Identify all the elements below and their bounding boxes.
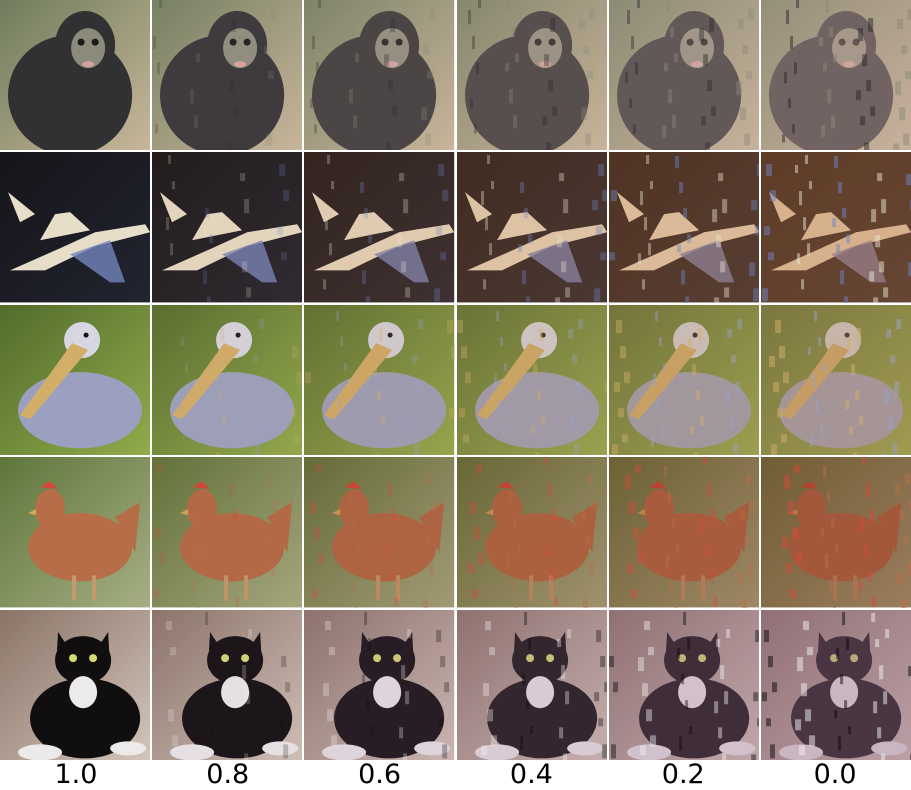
pelican-image bbox=[456, 304, 607, 456]
thumbnail-monkey-3 bbox=[304, 0, 455, 151]
thumbnail-cat-4 bbox=[456, 609, 607, 760]
chicken-image bbox=[760, 457, 911, 608]
airplane-image bbox=[0, 152, 151, 303]
thumbnail-airplane-5 bbox=[608, 152, 759, 303]
thumbnail-cat-5 bbox=[608, 609, 759, 760]
monkey-image bbox=[760, 0, 911, 151]
column-label-5: 0.2 bbox=[661, 759, 705, 790]
chicken-image bbox=[608, 457, 759, 608]
thumbnail-airplane-1 bbox=[0, 152, 151, 303]
monkey-image bbox=[152, 0, 303, 151]
thumbnail-cat-6 bbox=[760, 609, 911, 760]
thumbnail-airplane-6 bbox=[760, 152, 911, 303]
thumbnail-pelican-5 bbox=[608, 304, 759, 456]
pelican-image bbox=[152, 304, 303, 456]
thumbnail-chicken-4 bbox=[456, 457, 607, 608]
image-grid bbox=[0, 0, 911, 760]
thumbnail-airplane-3 bbox=[304, 152, 455, 303]
monkey-image bbox=[304, 0, 455, 151]
thumbnail-airplane-2 bbox=[152, 152, 303, 303]
airplane-image bbox=[456, 152, 607, 303]
monkey-image bbox=[456, 0, 607, 151]
thumbnail-airplane-4 bbox=[456, 152, 607, 303]
thumbnail-monkey-1 bbox=[0, 0, 151, 151]
column-label-2: 0.8 bbox=[206, 759, 250, 790]
thumbnail-chicken-6 bbox=[760, 457, 911, 608]
column-label-3: 0.6 bbox=[358, 759, 402, 790]
column-label-4: 0.4 bbox=[509, 759, 553, 790]
thumbnail-monkey-2 bbox=[152, 0, 303, 151]
cat-image bbox=[456, 609, 607, 760]
cat-image bbox=[760, 609, 911, 760]
thumbnail-pelican-3 bbox=[304, 304, 455, 456]
column-label-6: 0.0 bbox=[813, 759, 857, 790]
column-label-1: 1.0 bbox=[54, 759, 98, 790]
airplane-image bbox=[304, 152, 455, 303]
thumbnail-chicken-2 bbox=[152, 457, 303, 608]
thumbnail-chicken-1 bbox=[0, 457, 151, 608]
thumbnail-pelican-4 bbox=[456, 304, 607, 456]
thumbnail-chicken-3 bbox=[304, 457, 455, 608]
chicken-image bbox=[0, 457, 151, 608]
thumbnail-cat-1 bbox=[0, 609, 151, 760]
chicken-image bbox=[456, 457, 607, 608]
pelican-image bbox=[304, 304, 455, 456]
pelican-image bbox=[760, 304, 911, 456]
thumbnail-monkey-5 bbox=[608, 0, 759, 151]
cat-image bbox=[304, 609, 455, 760]
pelican-image bbox=[608, 304, 759, 456]
thumbnail-pelican-1 bbox=[0, 304, 151, 456]
cat-image bbox=[608, 609, 759, 760]
cat-image bbox=[0, 609, 151, 760]
monkey-image bbox=[0, 0, 151, 151]
cat-image bbox=[152, 609, 303, 760]
thumbnail-pelican-6 bbox=[760, 304, 911, 456]
airplane-image bbox=[152, 152, 303, 303]
thumbnail-chicken-5 bbox=[608, 457, 759, 608]
thumbnail-pelican-2 bbox=[152, 304, 303, 456]
thumbnail-cat-2 bbox=[152, 609, 303, 760]
chicken-image bbox=[152, 457, 303, 608]
column-labels: 1.0 0.8 0.6 0.4 0.2 0.0 bbox=[0, 760, 911, 789]
airplane-image bbox=[608, 152, 759, 303]
thumbnail-monkey-4 bbox=[456, 0, 607, 151]
monkey-image bbox=[608, 0, 759, 151]
thumbnail-monkey-6 bbox=[760, 0, 911, 151]
thumbnail-cat-3 bbox=[304, 609, 455, 760]
chicken-image bbox=[304, 457, 455, 608]
pelican-image bbox=[0, 304, 151, 456]
airplane-image bbox=[760, 152, 911, 303]
